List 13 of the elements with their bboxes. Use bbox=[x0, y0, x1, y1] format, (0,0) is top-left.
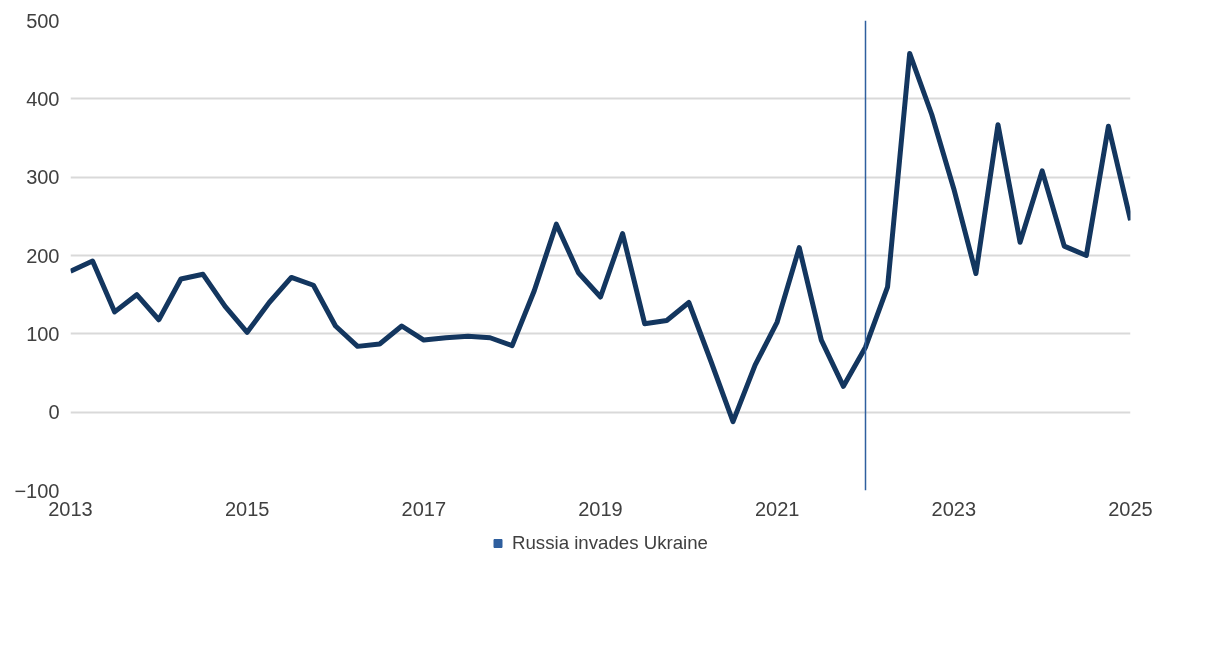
legend-label: Russia invades Ukraine bbox=[512, 532, 708, 554]
y-tick-label: 400 bbox=[26, 87, 60, 110]
x-tick-label: 2017 bbox=[401, 497, 447, 520]
y-tick-label: 500 bbox=[26, 9, 60, 32]
y-tick-label: 100 bbox=[26, 322, 60, 345]
y-tick-label: 0 bbox=[48, 401, 60, 424]
x-tick-label: 2023 bbox=[931, 497, 977, 520]
x-tick-label: 2021 bbox=[754, 497, 800, 520]
y-tick-label: 200 bbox=[26, 244, 60, 267]
x-tick-label: 2019 bbox=[578, 497, 623, 520]
x-tick-label: 2025 bbox=[1108, 497, 1153, 520]
x-tick-label: 2015 bbox=[224, 497, 270, 520]
y-tick-label: 300 bbox=[26, 166, 60, 189]
